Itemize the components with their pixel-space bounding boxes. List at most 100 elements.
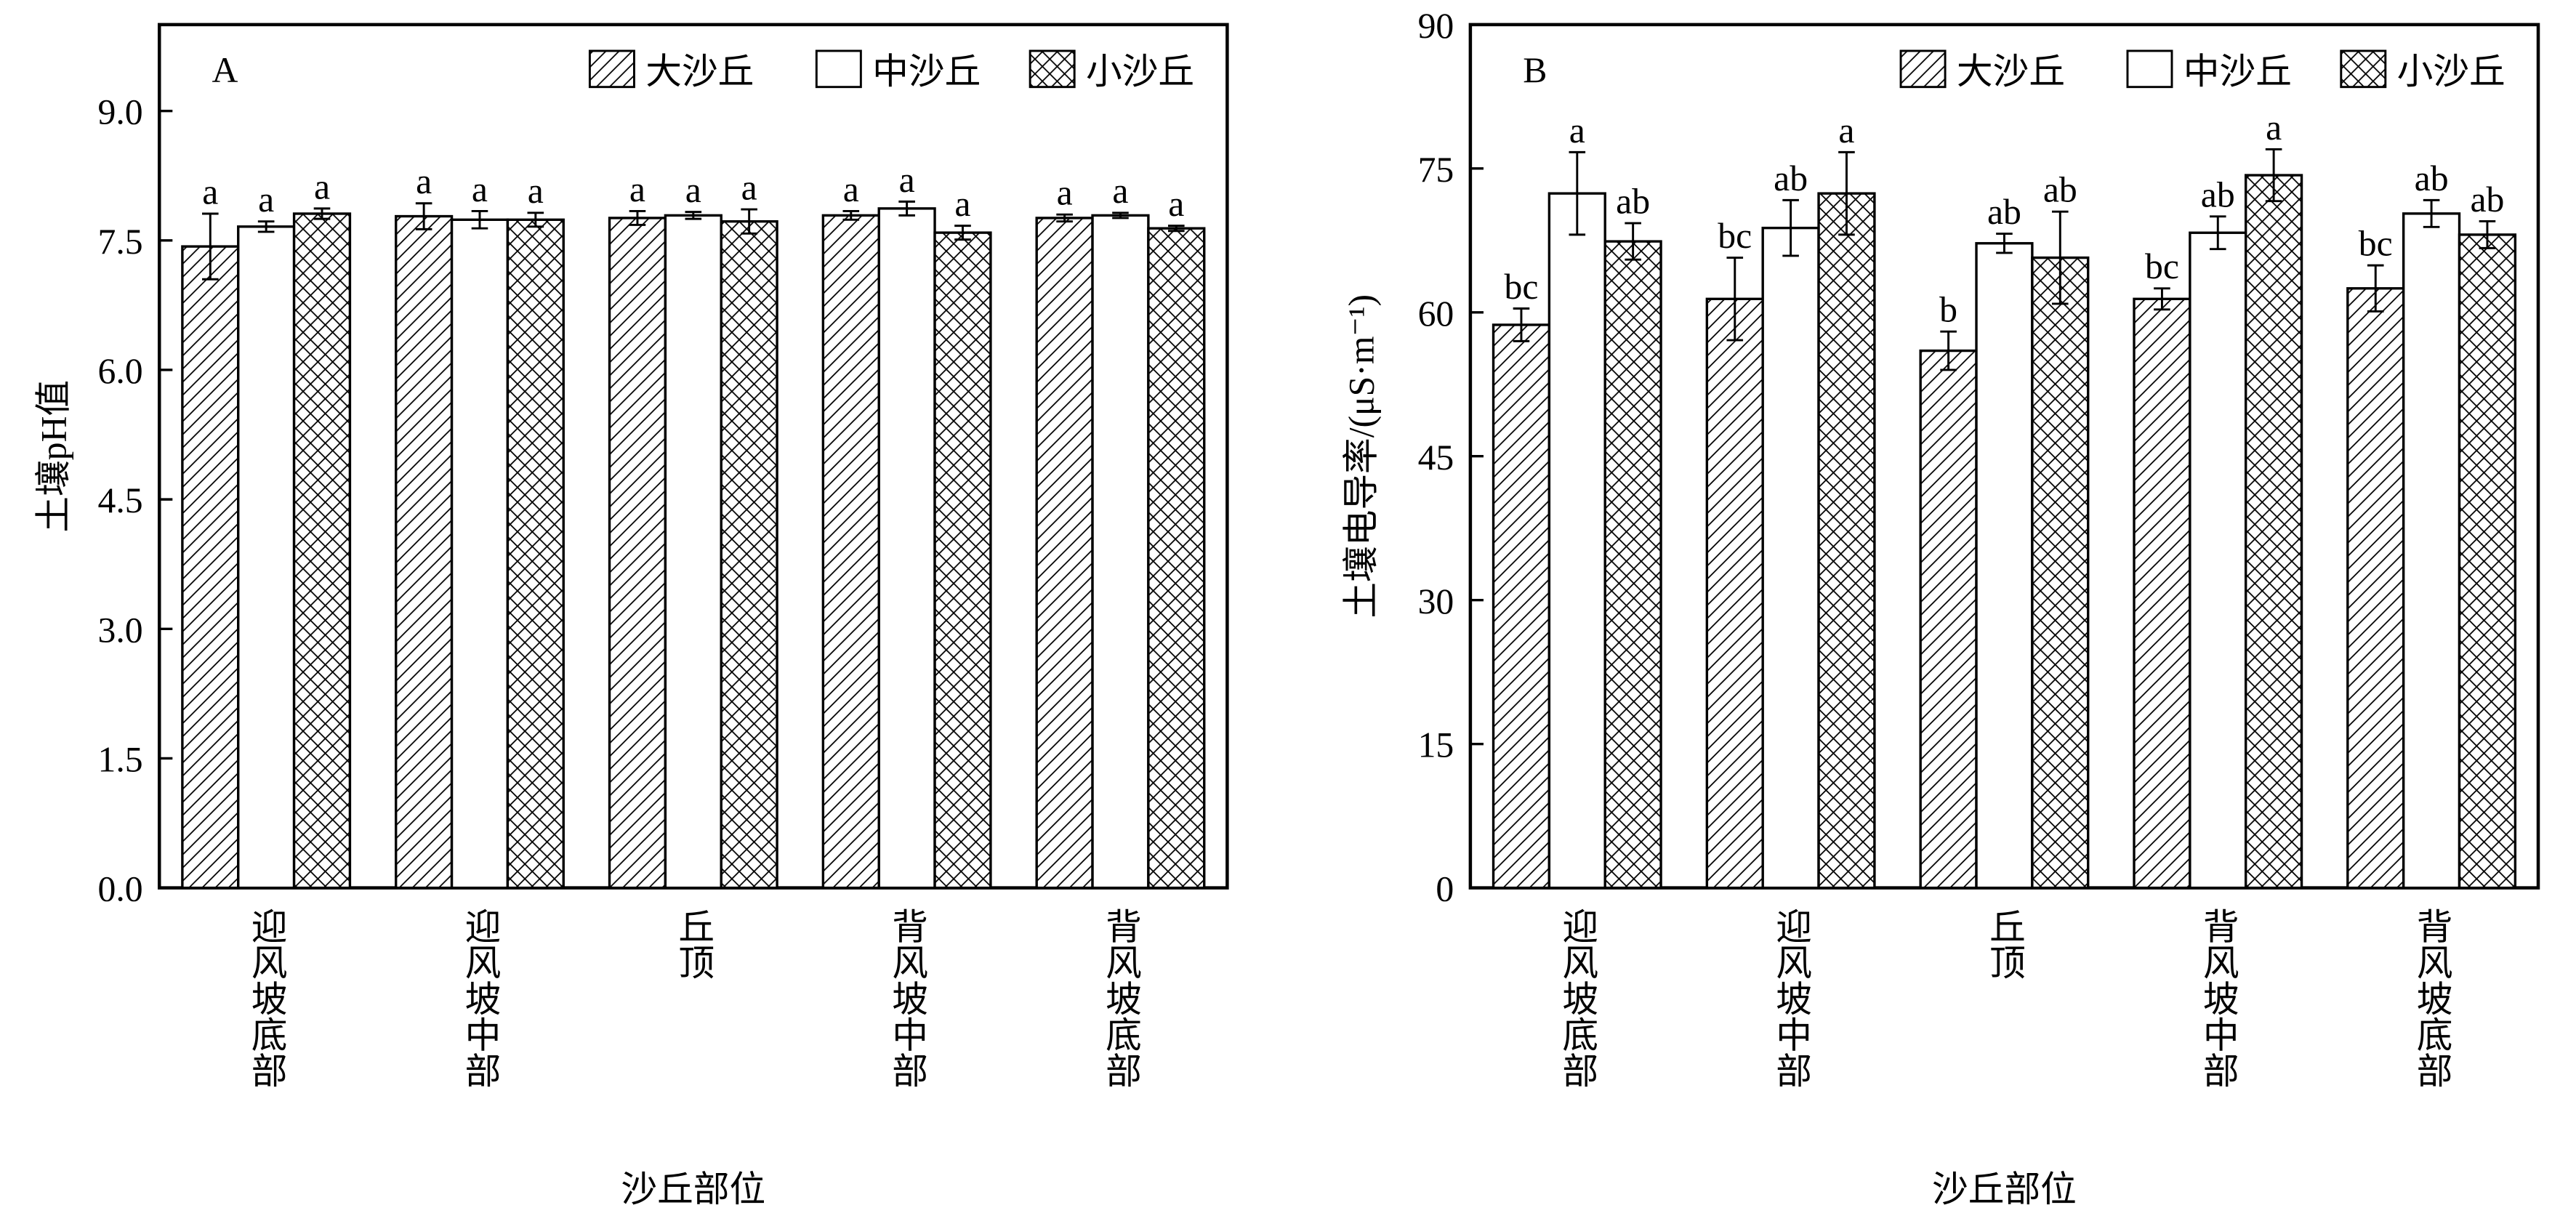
legend-swatch xyxy=(588,49,635,89)
significance-letter: bc xyxy=(1504,267,1538,307)
x-tick-label: 迎风坡底部 xyxy=(1557,908,1598,1088)
significance-letter: a xyxy=(314,166,330,206)
error-bar xyxy=(2479,219,2496,249)
y-tick-label: 45 xyxy=(1418,438,1454,477)
y-tick-label: 0 xyxy=(1436,869,1454,909)
x-tick-label: 丘顶 xyxy=(1984,908,2024,980)
bar xyxy=(181,245,240,890)
significance-letter: ab xyxy=(1987,192,2021,232)
y-tick-label: 15 xyxy=(1418,725,1454,765)
y-tick-label: 0.0 xyxy=(97,869,142,909)
error-bar xyxy=(2265,148,2282,203)
y-tick-label: 7.5 xyxy=(97,222,142,262)
error-bar xyxy=(741,208,757,235)
bar xyxy=(720,219,778,890)
legend-swatch xyxy=(2126,49,2173,89)
error-bar xyxy=(313,207,331,220)
legend-swatch xyxy=(815,49,862,89)
x-tick-label: 背风坡中部 xyxy=(2198,908,2239,1088)
significance-letter: a xyxy=(416,161,432,201)
bar xyxy=(933,231,992,890)
error-bar xyxy=(2209,215,2226,251)
legend-swatch xyxy=(2340,49,2387,89)
bar xyxy=(1035,217,1094,890)
error-bar xyxy=(257,220,275,233)
significance-letter: bc xyxy=(2359,224,2393,264)
significance-letter: bc xyxy=(2145,246,2179,286)
significance-letter: a xyxy=(685,170,701,210)
bar xyxy=(2402,212,2461,890)
chart-panel: 0.01.53.04.56.07.59.0a a a a aa a a a aa a a a a迎风坡底… xyxy=(33,23,1229,1209)
significance-letter: a xyxy=(1569,110,1585,150)
significance-letter: a xyxy=(843,169,859,209)
bar xyxy=(2458,233,2517,890)
bar xyxy=(1817,192,1876,890)
error-bar xyxy=(2423,198,2440,228)
significance-letter: a xyxy=(899,160,915,200)
bar xyxy=(1547,192,1606,890)
y-tick-label: 1.5 xyxy=(97,740,142,780)
error-bar xyxy=(954,225,971,241)
error-bar xyxy=(1625,222,1641,261)
error-bar xyxy=(1056,213,1073,223)
bar xyxy=(506,218,565,890)
bar xyxy=(1091,214,1150,890)
error-bar xyxy=(1112,211,1129,219)
bar xyxy=(395,214,454,890)
significance-letter: a xyxy=(528,171,544,211)
bar xyxy=(1705,297,1764,890)
error-bar xyxy=(415,202,432,230)
significance-letter: a xyxy=(1838,110,1854,150)
legend-label: 中沙丘 xyxy=(872,52,981,92)
y-tick-label: 90 xyxy=(1418,6,1454,46)
bar xyxy=(2346,287,2405,890)
significance-letter: a xyxy=(741,168,757,208)
error-bar xyxy=(2367,264,2384,313)
panel-label: B xyxy=(1523,50,1547,90)
error-bar xyxy=(1996,233,2013,254)
x-tick-label: 迎风坡底部 xyxy=(246,908,287,1088)
bar xyxy=(2189,231,2247,890)
legend-label: 大沙丘 xyxy=(645,52,754,92)
significance-letter: a xyxy=(954,184,970,224)
bar xyxy=(1147,227,1206,890)
error-bar xyxy=(1838,150,1855,236)
error-bar xyxy=(1569,150,1586,236)
y-tick-label: 4.5 xyxy=(97,480,142,520)
x-tick-label: 背风坡底部 xyxy=(1100,908,1141,1088)
error-bar xyxy=(471,209,488,230)
bar xyxy=(2031,256,2090,890)
error-bar xyxy=(1940,330,1957,371)
significance-letter: a xyxy=(2266,108,2282,148)
error-bar xyxy=(2154,287,2170,311)
significance-letter: a xyxy=(1057,173,1073,213)
x-axis-title: 沙丘部位 xyxy=(621,1169,765,1209)
significance-letter: ab xyxy=(2415,158,2449,198)
x-tick-label: 背风坡底部 xyxy=(2412,908,2452,1088)
error-bar xyxy=(1168,225,1185,233)
significance-letter: a xyxy=(1112,171,1128,211)
error-bar xyxy=(1782,198,1799,257)
y-tick-label: 75 xyxy=(1418,150,1454,190)
bar xyxy=(450,218,510,890)
y-tick-label: 9.0 xyxy=(97,92,142,132)
error-bar xyxy=(629,209,646,226)
y-tick-label: 6.0 xyxy=(97,351,142,391)
x-tick-label: 迎风坡中部 xyxy=(459,908,500,1088)
error-bar xyxy=(527,211,544,228)
legend-label: 小沙丘 xyxy=(2397,52,2505,92)
bar xyxy=(292,212,352,890)
bar xyxy=(664,214,723,890)
y-tick-label: 30 xyxy=(1418,581,1454,621)
legend-swatch xyxy=(1029,49,1076,89)
error-bar xyxy=(842,209,860,221)
significance-letter: a xyxy=(472,169,488,209)
significance-letter: a xyxy=(202,172,218,211)
bar xyxy=(608,217,667,890)
x-tick-label: 丘顶 xyxy=(673,908,713,980)
y-tick-label: 60 xyxy=(1418,294,1454,334)
y-axis-title: 土壤电导率/(μS·m⁻¹) xyxy=(1342,294,1382,618)
y-tick-label: 3.0 xyxy=(97,610,142,650)
